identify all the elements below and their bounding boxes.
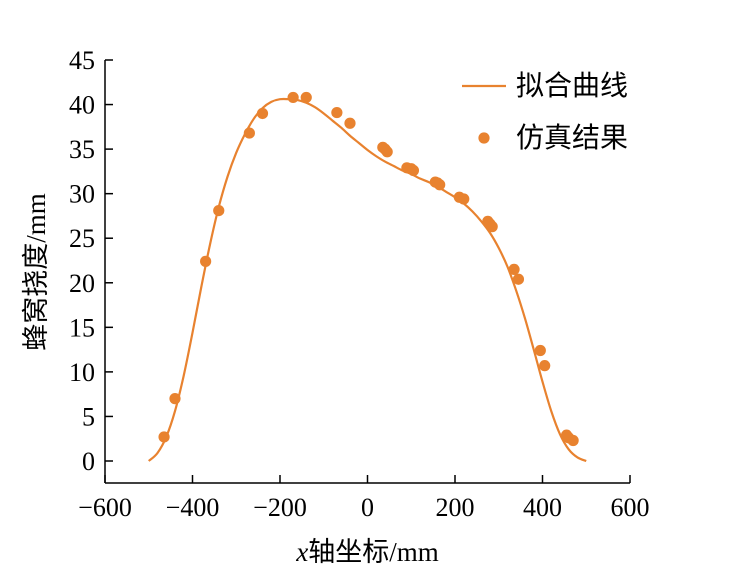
x-ticks: −600 −400 −200 0 200 400 600 [78, 475, 650, 522]
scatter-point [256, 107, 269, 120]
scatter-point [434, 179, 446, 191]
legend-dot-label: 仿真结果 [516, 122, 628, 154]
y-tick-label: 20 [69, 269, 95, 298]
scatter-point [344, 117, 356, 129]
x-tick-label: −400 [166, 493, 220, 522]
y-tick-label: 5 [82, 402, 95, 431]
scatter-point [381, 146, 393, 158]
x-axis-title-rest: 轴坐标/mm [308, 537, 439, 567]
plot-marks [148, 91, 587, 463]
scatter-point [243, 127, 255, 139]
scatter-point [407, 164, 420, 177]
scatter-point [458, 193, 470, 205]
x-axis-title: x轴坐标/mm [295, 537, 439, 567]
scatter-point [486, 221, 498, 233]
x-tick-label: −600 [78, 493, 132, 522]
y-tick-label: 10 [69, 358, 95, 387]
x-tick-label: 0 [361, 493, 374, 522]
x-tick-label: −200 [253, 493, 307, 522]
y-tick-label: 25 [69, 224, 95, 253]
scatter-point [158, 431, 170, 443]
y-tick-label: 35 [69, 135, 95, 164]
y-tick-label: 45 [69, 46, 95, 75]
scatter-point [539, 360, 551, 372]
scatter-point [287, 91, 299, 104]
scatter-point [508, 263, 520, 276]
y-tick-label: 30 [69, 180, 95, 209]
legend: 拟合曲线 仿真结果 [462, 70, 628, 154]
x-tick-label: 200 [436, 493, 475, 522]
y-tick-label: 0 [82, 447, 95, 476]
x-tick-label: 400 [523, 493, 562, 522]
y-tick-label: 15 [69, 313, 95, 342]
y-axis-title: 蜂窝挠度/mm [21, 193, 51, 351]
x-axis-title-var: x [295, 537, 308, 567]
scatter-point [213, 204, 225, 217]
legend-line-label: 拟合曲线 [516, 70, 628, 102]
scatter-point [331, 106, 343, 119]
fit-curve-line [148, 97, 587, 463]
scatter-point [512, 273, 525, 285]
y-tick-label: 40 [69, 91, 95, 120]
scatter-point [200, 255, 212, 267]
axes: −600 −400 −200 0 200 400 600 0 5 10 15 20 25 30 35 40 4… [69, 46, 650, 522]
y-ticks: 0 5 10 15 20 25 30 35 40 45 [69, 46, 113, 476]
scatter-point [567, 434, 579, 447]
scatter-point [300, 91, 312, 104]
x-tick-label: 600 [611, 493, 650, 522]
legend-dot-swatch [478, 132, 490, 144]
scatter-point [534, 344, 546, 357]
scatter-point [169, 393, 181, 405]
